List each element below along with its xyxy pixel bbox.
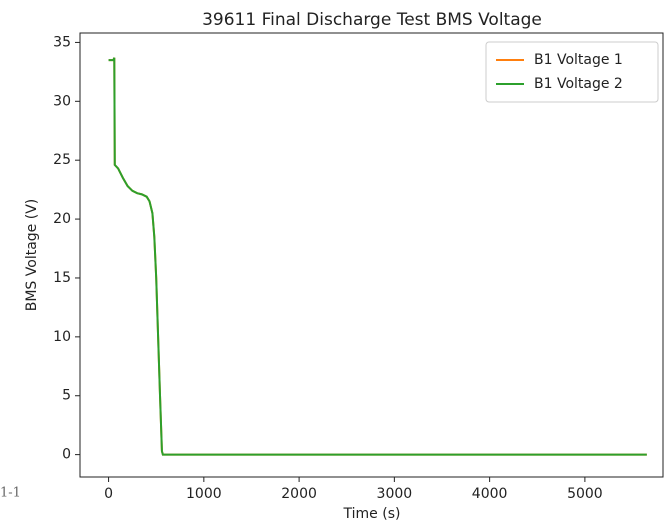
- legend-label: B1 Voltage 2: [534, 76, 623, 92]
- y-tick-label: 25: [53, 152, 71, 168]
- x-tick-label: 4000: [472, 486, 508, 502]
- data-line: [108, 57, 647, 456]
- data-line: [108, 57, 647, 456]
- y-tick-label: 15: [53, 270, 71, 286]
- y-tick-label: 10: [53, 329, 71, 345]
- y-tick-label: 5: [62, 388, 71, 404]
- y-tick-label: 0: [62, 447, 71, 463]
- x-tick-label: 5000: [567, 486, 603, 502]
- x-tick-label: 0: [104, 486, 113, 502]
- y-tick-label: 30: [53, 93, 71, 109]
- x-tick-label: 1000: [186, 486, 222, 502]
- y-tick-label: 35: [53, 34, 71, 50]
- chart-title: 39611 Final Discharge Test BMS Voltage: [202, 10, 542, 30]
- x-tick-label: 2000: [281, 486, 317, 502]
- y-tick-label: 20: [53, 211, 71, 227]
- y-axis-label: BMS Voltage (V): [24, 199, 40, 312]
- annotation: 1-1: [0, 486, 21, 501]
- x-tick-label: 3000: [377, 486, 413, 502]
- x-axis-label: Time (s): [343, 506, 401, 522]
- legend-box: [485, 41, 659, 103]
- legend-label: B1 Voltage 1: [534, 52, 623, 68]
- plot-frame: [79, 32, 664, 478]
